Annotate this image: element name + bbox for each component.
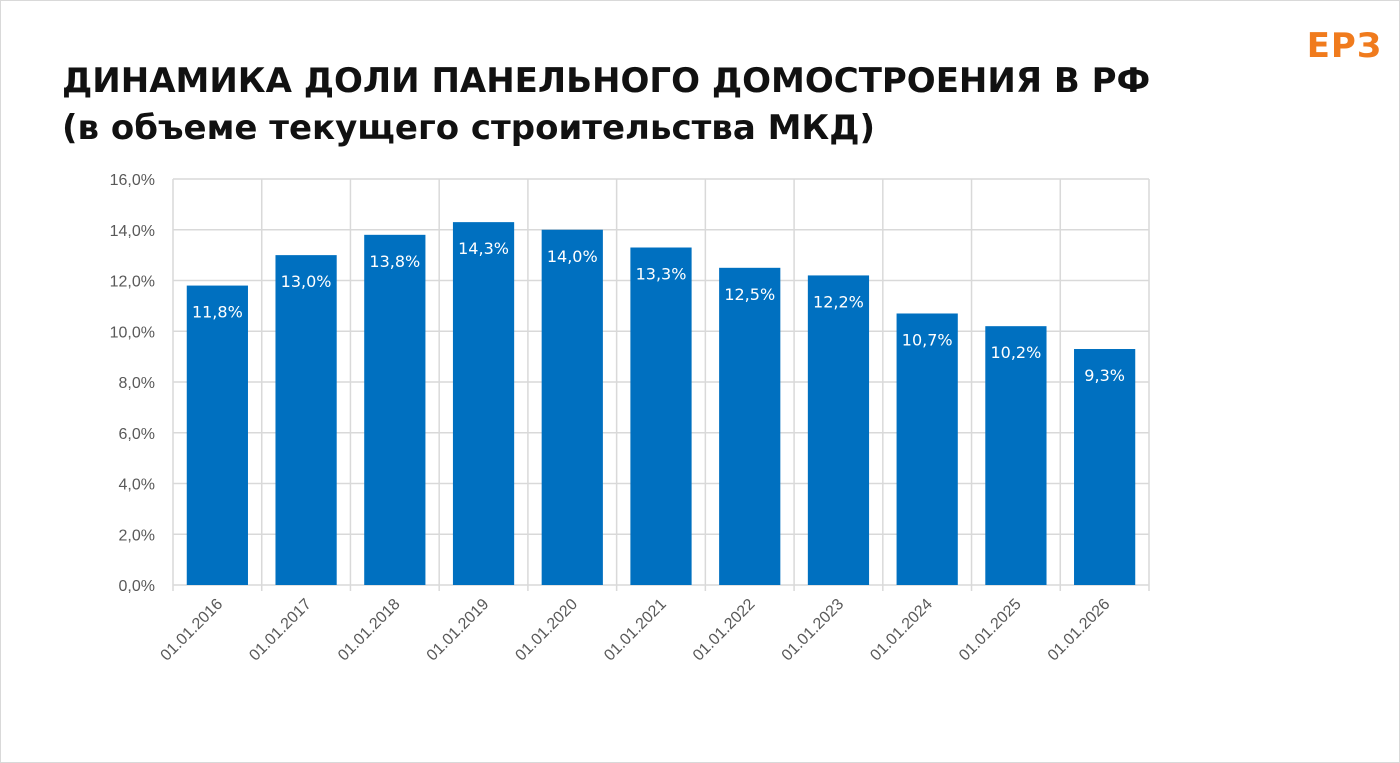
bar — [541, 229, 603, 585]
x-tick-label: 01.01.2016 — [158, 596, 227, 665]
bar — [275, 255, 337, 585]
data-label: 10,7% — [902, 330, 953, 349]
y-tick-label: 6,0% — [119, 426, 155, 443]
bar — [719, 267, 781, 585]
data-label: 13,3% — [636, 265, 687, 284]
data-label: 14,0% — [547, 247, 598, 266]
x-tick-label: 01.01.2018 — [335, 596, 404, 665]
data-label: 13,8% — [369, 252, 420, 271]
bar — [896, 313, 958, 585]
page-title: ДИНАМИКА ДОЛИ ПАНЕЛЬНОГО ДОМОСТРОЕНИЯ В … — [62, 58, 1150, 152]
y-tick-label: 14,0% — [110, 223, 155, 240]
data-label: 13,0% — [281, 272, 332, 291]
bar — [1074, 349, 1136, 585]
y-tick-label: 4,0% — [119, 477, 155, 494]
erz-logo: ЕРЗ — [1306, 26, 1382, 66]
y-tick-label: 12,0% — [110, 274, 155, 291]
bar — [985, 326, 1047, 585]
x-tick-label: 01.01.2019 — [424, 596, 493, 665]
bar — [364, 234, 426, 585]
title-line-1: ДИНАМИКА ДОЛИ ПАНЕЛЬНОГО ДОМОСТРОЕНИЯ В … — [62, 61, 1151, 101]
x-tick-label: 01.01.2022 — [690, 596, 759, 665]
bar — [452, 222, 515, 585]
y-tick-label: 10,0% — [110, 324, 155, 341]
y-tick-label: 16,0% — [110, 172, 155, 189]
data-label: 12,5% — [724, 285, 775, 304]
x-tick-label: 01.01.2021 — [601, 596, 670, 665]
data-label: 11,8% — [192, 303, 243, 322]
data-label: 9,3% — [1084, 366, 1125, 385]
x-tick-label: 01.01.2024 — [867, 596, 936, 665]
data-label: 10,2% — [990, 343, 1041, 362]
y-tick-label: 2,0% — [119, 527, 155, 544]
x-tick-label: 01.01.2026 — [1045, 596, 1114, 665]
title-line-2: (в объеме текущего строительства МКД) — [62, 108, 876, 148]
x-tick-label: 01.01.2023 — [779, 596, 848, 665]
bar — [186, 285, 248, 585]
bar — [807, 275, 870, 585]
y-tick-label: 0,0% — [119, 578, 155, 595]
y-tick-label: 8,0% — [119, 375, 155, 392]
bar — [630, 247, 692, 585]
data-label: 14,3% — [458, 239, 509, 258]
data-label: 12,2% — [813, 292, 864, 311]
x-tick-label: 01.01.2017 — [246, 596, 315, 665]
x-tick-label: 01.01.2025 — [956, 596, 1025, 665]
x-tick-label: 01.01.2020 — [512, 596, 581, 665]
